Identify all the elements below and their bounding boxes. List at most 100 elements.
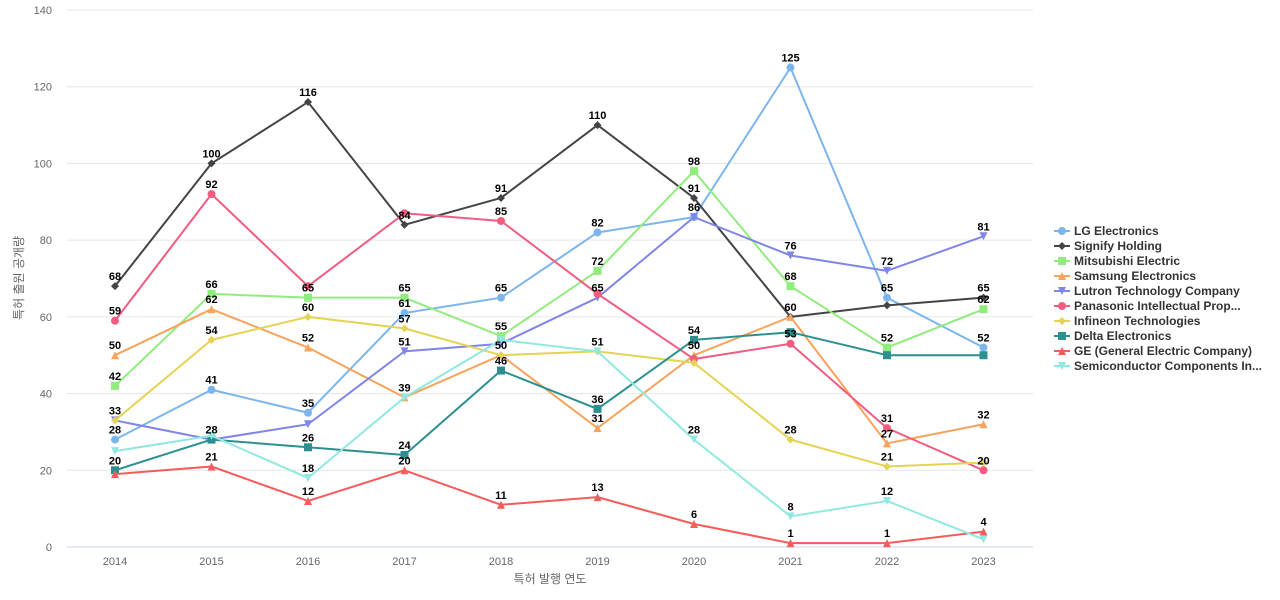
data-point <box>979 232 988 241</box>
data-label: 65 <box>881 283 893 295</box>
data-point <box>304 496 312 505</box>
data-point <box>979 351 988 360</box>
data-point <box>690 193 698 202</box>
legend-marker <box>1058 257 1066 265</box>
y-tick-label: 0 <box>46 542 52 554</box>
data-label: 53 <box>784 329 796 341</box>
data-point <box>304 408 312 417</box>
legend-marker <box>1058 332 1066 340</box>
data-label: 65 <box>398 283 410 295</box>
data-point <box>400 220 409 229</box>
data-label: 76 <box>784 240 796 252</box>
data-point <box>883 266 891 275</box>
y-tick-label: 20 <box>40 465 52 477</box>
y-axis-title: 특허 출원 공개량 <box>12 236 26 320</box>
data-label: 18 <box>302 463 314 475</box>
data-point <box>207 289 216 298</box>
data-label: 8 <box>787 501 793 513</box>
data-point <box>111 435 119 444</box>
data-point <box>883 351 891 360</box>
y-tick-label: 100 <box>34 158 52 170</box>
data-point <box>304 420 312 429</box>
data-label: 68 <box>109 271 121 283</box>
data-point <box>979 343 988 352</box>
data-label: 35 <box>302 398 314 410</box>
data-label: 1 <box>884 528 890 540</box>
data-point <box>207 431 216 440</box>
legend-item[interactable]: Semiconductor Components In... <box>1054 359 1262 373</box>
data-label: 98 <box>688 156 700 168</box>
series-line <box>114 315 984 468</box>
y-axis: 0 20 40 60 80 100 120 140 <box>34 5 52 554</box>
legend-marker <box>1058 362 1066 370</box>
data-point <box>207 385 216 394</box>
data-point <box>786 512 795 521</box>
data-label: 82 <box>591 217 603 229</box>
data-point <box>979 466 988 475</box>
legend-label: Signify Holding <box>1074 239 1162 253</box>
legend-item[interactable]: Samsung Electronics <box>1054 269 1196 283</box>
series-2 <box>111 167 988 390</box>
data-point <box>593 404 602 413</box>
data-label: 72 <box>881 256 893 268</box>
data-label: 39 <box>398 382 410 394</box>
data-point <box>400 450 409 459</box>
legend-item[interactable]: Mitsubishi Electric <box>1054 254 1180 268</box>
legend-item[interactable]: Panasonic Intellectual Prop... <box>1054 299 1241 313</box>
legend-item[interactable]: Lutron Technology Company <box>1054 284 1240 298</box>
legend-item[interactable]: LG Electronics <box>1054 224 1159 238</box>
legend-marker <box>1058 347 1066 355</box>
data-point <box>111 316 119 325</box>
data-label: 26 <box>302 432 314 444</box>
data-point <box>883 539 891 548</box>
data-label: 42 <box>109 371 121 383</box>
legend-label: Semiconductor Components In... <box>1074 359 1262 373</box>
series-line <box>114 170 984 387</box>
legend-marker <box>1058 287 1066 295</box>
series-0 <box>111 63 988 444</box>
legend-item[interactable]: Signify Holding <box>1054 239 1162 253</box>
series-line <box>114 101 984 318</box>
data-label: 66 <box>205 279 217 291</box>
x-tick-label: 2018 <box>489 556 513 568</box>
data-label: 92 <box>205 179 217 191</box>
data-label: 50 <box>495 340 507 352</box>
data-point <box>690 213 698 222</box>
data-label: 100 <box>202 148 220 160</box>
data-point <box>593 493 602 502</box>
data-label: 20 <box>977 455 989 467</box>
data-point <box>497 293 505 302</box>
data-point <box>690 167 698 176</box>
series-8 <box>111 462 988 548</box>
legend-label: Delta Electronics <box>1074 329 1172 343</box>
data-label: 21 <box>881 451 893 463</box>
data-label: 65 <box>591 283 603 295</box>
data-point <box>111 381 119 390</box>
legend-item[interactable]: Delta Electronics <box>1054 329 1172 343</box>
data-label: 52 <box>881 333 893 345</box>
data-label: 36 <box>591 394 603 406</box>
legend-item[interactable]: Infineon Technologies <box>1054 314 1201 328</box>
data-point <box>304 473 312 482</box>
data-label: 31 <box>881 413 893 425</box>
legend-item[interactable]: GE (General Electric Company) <box>1054 344 1252 358</box>
y-tick-label: 80 <box>40 235 52 247</box>
data-label: 41 <box>205 375 217 387</box>
series-line <box>114 331 984 472</box>
series-line <box>114 66 984 441</box>
legend-label: GE (General Electric Company) <box>1074 344 1252 358</box>
data-point <box>497 351 505 360</box>
legend-marker <box>1058 272 1066 280</box>
data-point <box>207 335 216 344</box>
legend-marker <box>1058 317 1066 325</box>
data-point <box>207 305 216 314</box>
data-label: 84 <box>398 210 411 222</box>
x-tick-label: 2022 <box>875 556 899 568</box>
data-point <box>593 347 602 356</box>
data-label: 50 <box>688 340 700 352</box>
data-label: 52 <box>302 333 314 345</box>
legend-label: Panasonic Intellectual Prop... <box>1074 299 1241 313</box>
data-point <box>111 351 119 360</box>
